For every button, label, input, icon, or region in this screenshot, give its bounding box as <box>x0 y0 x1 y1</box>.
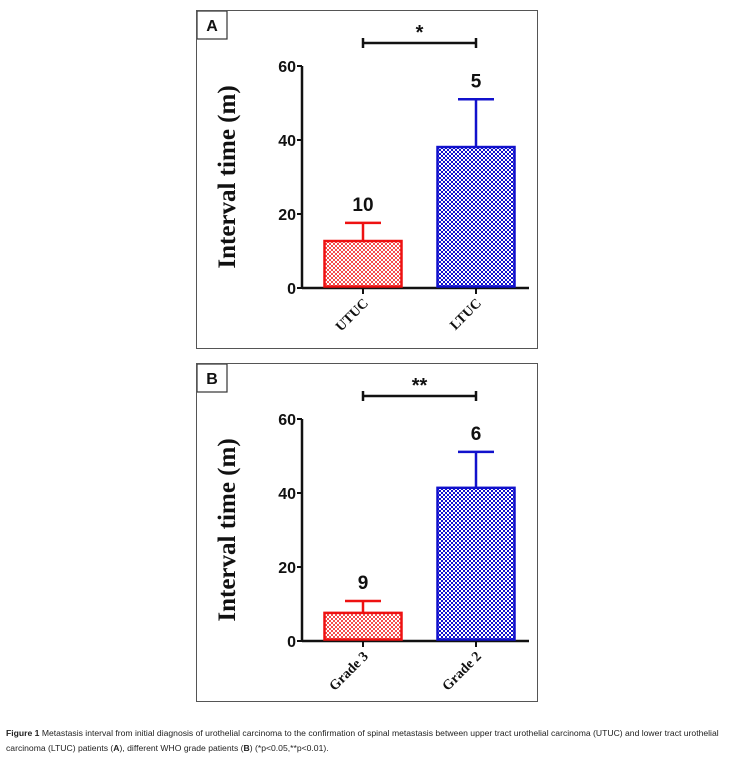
x-tick-label: Grade 2 <box>440 649 485 694</box>
bar-n-label: 10 <box>352 195 373 216</box>
significance-label: ** <box>412 375 428 397</box>
panel-label: B <box>206 371 218 388</box>
y-tick-label: 20 <box>278 560 296 577</box>
panel-a: A Interval time (m) 0 20 40 60 10 UTUC 5 LTUC * <box>196 10 538 349</box>
figure-label: Figure 1 <box>6 728 40 738</box>
y-tick-label: 40 <box>278 133 296 150</box>
panel-b: B Interval time (m) 0 20 40 60 9 Grade 3 6 Grade … <box>196 363 538 702</box>
bar-n-label: 9 <box>358 573 369 594</box>
y-tick-label: 40 <box>278 486 296 503</box>
x-tick-label: UTUC <box>333 296 372 335</box>
x-tick-label: Grade 3 <box>327 649 372 694</box>
y-tick-label: 0 <box>287 634 296 651</box>
panel-label-box <box>197 364 228 393</box>
bar <box>436 486 516 641</box>
bar <box>323 239 403 288</box>
chart-a: A Interval time (m) 0 20 40 60 10 UTUC 5 LTUC * <box>197 11 529 335</box>
y-axis-label: Interval time (m) <box>214 438 241 621</box>
caption-text-2: ), different WHO grade patients ( <box>119 743 244 753</box>
x-tick-label: LTUC <box>448 296 485 333</box>
chart-b: B Interval time (m) 0 20 40 60 9 Grade 3 6 Grade … <box>197 364 529 694</box>
bar <box>436 145 516 288</box>
caption-text-1: Metastasis interval from initial diagnos… <box>6 728 719 753</box>
bar <box>323 611 403 641</box>
y-tick-label: 20 <box>278 207 296 224</box>
bar-n-label: 6 <box>471 424 482 445</box>
y-axis-label: Interval time (m) <box>214 85 241 268</box>
figure-caption: Figure 1 Metastasis interval from initia… <box>6 726 728 756</box>
y-tick-label: 60 <box>278 412 296 429</box>
significance-label: * <box>416 22 424 44</box>
y-tick-label: 0 <box>287 281 296 298</box>
caption-text-3: ) (*p<0.05,**p<0.01). <box>249 743 329 753</box>
caption-ref-b: B <box>243 743 250 753</box>
panel-label-box <box>197 11 228 40</box>
y-tick-label: 60 <box>278 59 296 76</box>
caption-ref-a: A <box>113 743 120 753</box>
panel-label: A <box>206 18 218 35</box>
bar-n-label: 5 <box>471 71 482 92</box>
